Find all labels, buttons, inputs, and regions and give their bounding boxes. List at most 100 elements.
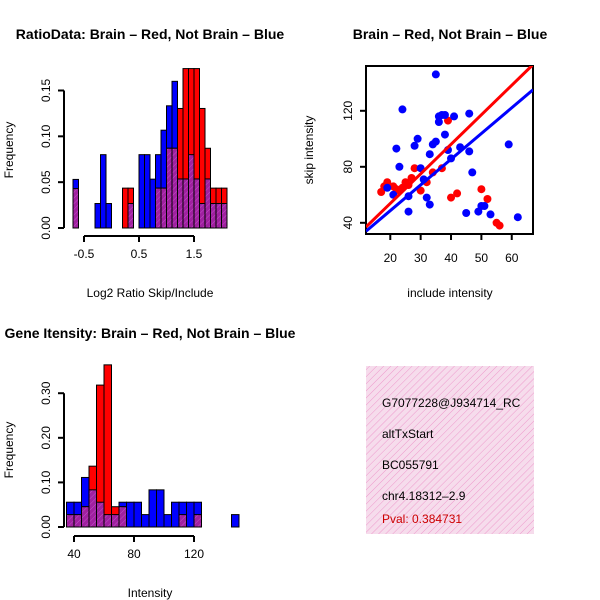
blue-point	[392, 144, 401, 153]
overlap-bar	[160, 187, 167, 229]
overlap-bar	[210, 203, 217, 229]
blue-bar	[148, 489, 157, 528]
ratio-histogram-axes: -0.5 0.5 1.5 0.00 0.05 0.10 0.15	[39, 78, 203, 261]
y-tick-label: 0.10	[39, 124, 53, 148]
overlap-bar	[96, 501, 105, 528]
y-tick-label: 0.05	[39, 170, 53, 194]
blue-point	[462, 209, 471, 217]
blue-point	[422, 193, 431, 202]
blue-point	[425, 200, 434, 209]
overlap-bar	[73, 514, 82, 528]
y-tick-label: 80	[341, 160, 355, 174]
overlap-bar	[182, 178, 189, 229]
overlap-bar	[188, 154, 195, 229]
red-point	[383, 178, 392, 187]
overlap-bar	[178, 514, 187, 528]
red-point	[410, 164, 419, 173]
x-tick-label: 60	[505, 251, 519, 265]
intensity-histogram-bars	[66, 364, 240, 528]
blue-bar	[163, 514, 172, 528]
y-tick-label: 120	[341, 100, 355, 120]
blue-bar	[149, 178, 156, 229]
y-tick-label: 0.15	[39, 78, 53, 102]
x-tick-label: 1.5	[186, 247, 203, 261]
blue-point	[431, 137, 440, 146]
info-accession: BC055791	[382, 458, 439, 472]
y-tick-label: 40	[341, 216, 355, 230]
red-point	[416, 186, 425, 195]
overlap-bar	[193, 514, 202, 528]
blue-point	[413, 134, 422, 143]
blue-point	[398, 105, 407, 114]
blue-point	[465, 147, 474, 156]
x-tick-label: 40	[444, 251, 458, 265]
overlap-bar	[193, 178, 200, 229]
blue-bar	[186, 501, 195, 528]
scatter-marks	[366, 66, 533, 233]
overlap-bar	[204, 178, 211, 229]
blue-point	[504, 140, 513, 149]
blue-bar	[156, 489, 165, 528]
overlap-bar	[118, 506, 127, 528]
red-fit-line	[366, 66, 533, 229]
scatter-title: Brain – Red, Not Brain – Blue	[353, 26, 548, 42]
x-tick-label: -0.5	[74, 247, 95, 261]
blue-point	[468, 168, 477, 177]
x-tick-label: 120	[184, 547, 204, 561]
blue-bar	[171, 501, 180, 528]
y-tick-label: 0.10	[39, 470, 53, 494]
blue-point	[465, 109, 474, 118]
blue-bar	[231, 514, 240, 528]
x-tick-label: 20	[384, 251, 398, 265]
blue-point	[513, 213, 522, 222]
scatter-clip	[366, 66, 533, 233]
overlap-bar	[171, 147, 178, 229]
ratio-histogram-xlabel: Log2 Ratio Skip/Include	[87, 286, 214, 300]
blue-bar	[133, 501, 142, 528]
y-tick-label: 0.00	[39, 216, 53, 240]
red-bar	[122, 187, 129, 229]
overlap-bar	[177, 178, 184, 229]
x-tick-label: 0.5	[131, 247, 148, 261]
x-tick-label: 50	[475, 251, 489, 265]
info-pval: Pval: 0.384731	[382, 512, 462, 526]
blue-bar	[126, 501, 135, 528]
blue-point	[395, 162, 404, 171]
blue-point	[425, 150, 434, 159]
blue-point	[404, 207, 413, 216]
scatter-xlabel: include intensity	[407, 286, 492, 300]
info-probe-id: G7077228@J934714_RC	[382, 396, 521, 410]
x-tick-label: 30	[414, 251, 428, 265]
ratio-histogram-title: RatioData: Brain – Red, Not Brain – Blue	[16, 26, 285, 42]
overlap-bar	[103, 514, 112, 528]
x-tick-label: 40	[67, 547, 81, 561]
y-tick-label: 0.30	[39, 381, 53, 405]
intensity-histogram-axes: 40 80 120 0.00 0.10 0.20 0.30	[39, 381, 204, 561]
overlap-bar	[111, 514, 120, 528]
red-bar	[103, 364, 112, 528]
scatter-axes: 20 30 40 50 60 40 80 120	[341, 100, 519, 265]
y-tick-label: 0.00	[39, 515, 53, 539]
red-point	[495, 221, 504, 230]
overlap-bar	[155, 187, 162, 229]
blue-bar	[138, 154, 145, 229]
blue-point	[383, 183, 392, 192]
intensity-histogram-ylabel: Frequency	[2, 422, 16, 479]
x-tick-label: 80	[127, 547, 141, 561]
overlap-bar	[199, 203, 206, 229]
blue-point	[440, 111, 449, 119]
info-location: chr4.18312–2.9	[382, 489, 466, 503]
overlap-bar	[88, 489, 97, 528]
overlap-bar	[215, 203, 222, 229]
blue-bar	[144, 154, 151, 229]
overlap-bar	[81, 506, 90, 528]
blue-point	[480, 202, 489, 210]
blue-bar	[141, 514, 150, 528]
y-tick-label: 0.20	[39, 426, 53, 450]
blue-point	[486, 210, 495, 219]
ratio-histogram-ylabel: Frequency	[2, 122, 16, 179]
blue-fit-line	[366, 88, 533, 233]
overlap-bar	[127, 203, 134, 229]
blue-bar	[100, 154, 107, 229]
